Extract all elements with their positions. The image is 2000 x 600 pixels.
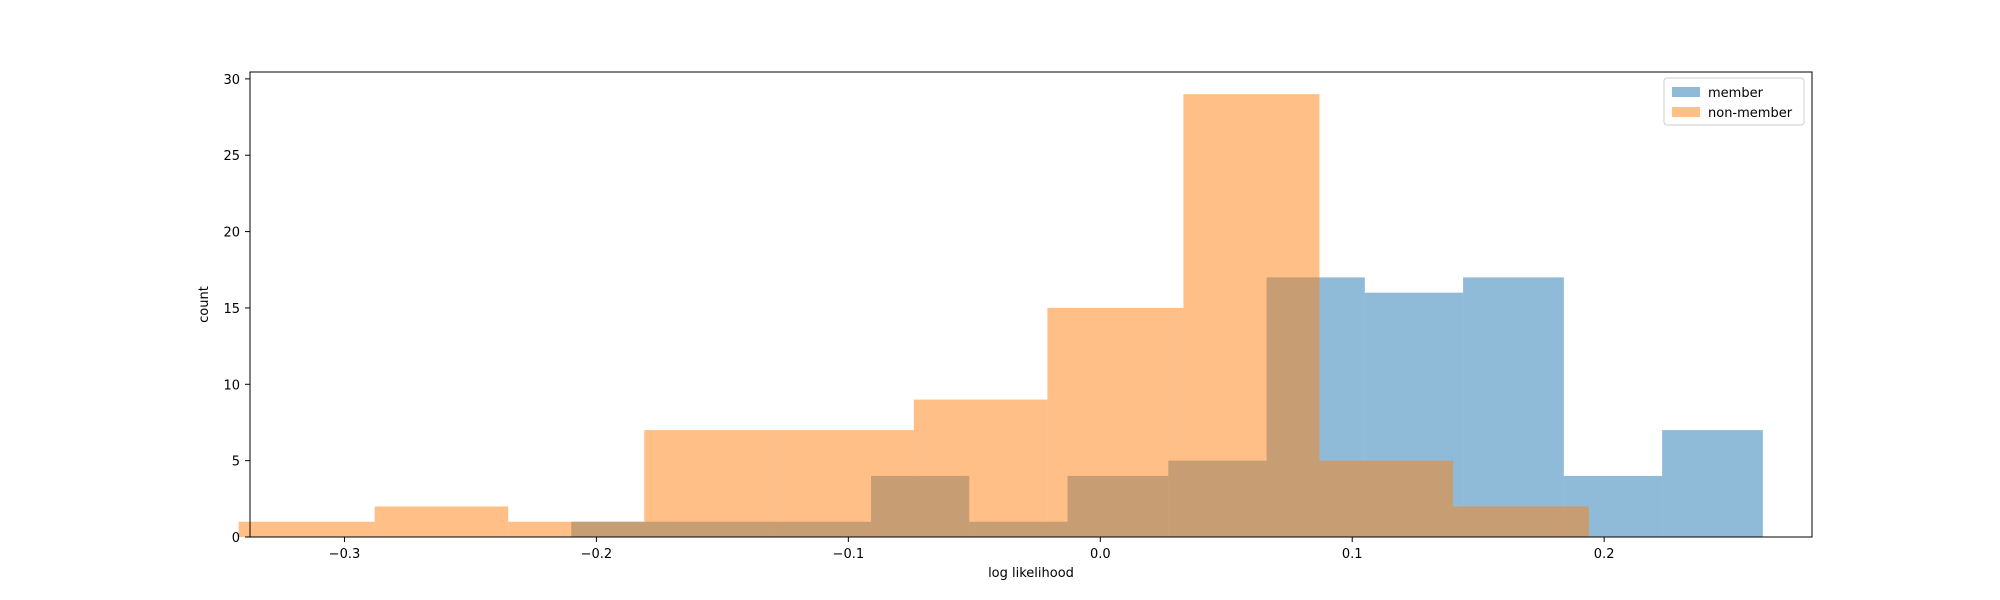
bar-non-member-8 bbox=[1319, 460, 1453, 537]
y-axis-label: count bbox=[197, 286, 212, 323]
x-tick-label: 0.2 bbox=[1594, 547, 1615, 562]
legend-swatch-non-member bbox=[1672, 107, 1700, 117]
bar-member-11 bbox=[1662, 430, 1763, 537]
bar-non-member-2 bbox=[508, 521, 645, 537]
y-tick-label: 5 bbox=[232, 455, 240, 470]
bar-non-member-6 bbox=[1047, 307, 1184, 537]
y-tick-label: 25 bbox=[223, 149, 240, 164]
bar-non-member-0 bbox=[238, 521, 375, 537]
x-axis-ticks: −0.3 −0.2 −0.1 0.0 0.1 0.2 bbox=[329, 537, 1615, 562]
y-tick-label: 0 bbox=[232, 531, 240, 546]
x-tick-label: −0.1 bbox=[833, 547, 865, 562]
legend: member non-member bbox=[1663, 77, 1805, 126]
y-axis-ticks: 0 5 10 15 20 25 30 bbox=[223, 73, 250, 546]
bar-non-member-3 bbox=[644, 430, 778, 537]
y-tick-label: 30 bbox=[223, 73, 240, 88]
bar-non-member-1 bbox=[374, 506, 509, 537]
y-tick-label: 15 bbox=[223, 302, 240, 317]
plot-frame bbox=[249, 71, 1813, 538]
x-tick-label: 0.1 bbox=[1342, 547, 1363, 562]
y-tick-label: 10 bbox=[223, 378, 240, 393]
legend-swatch-member bbox=[1672, 87, 1700, 97]
bar-non-member-4 bbox=[777, 430, 914, 537]
x-axis-label: log likelihood bbox=[988, 566, 1074, 581]
legend-label-member: member bbox=[1708, 86, 1764, 101]
bar-non-member-5 bbox=[913, 399, 1048, 537]
bars-group bbox=[238, 94, 1763, 538]
x-tick-label: 0.0 bbox=[1090, 547, 1111, 562]
bar-non-member-7 bbox=[1183, 94, 1320, 538]
x-tick-label: −0.2 bbox=[581, 547, 613, 562]
bar-non-member-9 bbox=[1452, 506, 1590, 537]
x-tick-label: −0.3 bbox=[329, 547, 361, 562]
y-tick-label: 20 bbox=[223, 226, 240, 241]
bar-member-9 bbox=[1463, 277, 1564, 537]
legend-label-non-member: non-member bbox=[1708, 106, 1793, 121]
